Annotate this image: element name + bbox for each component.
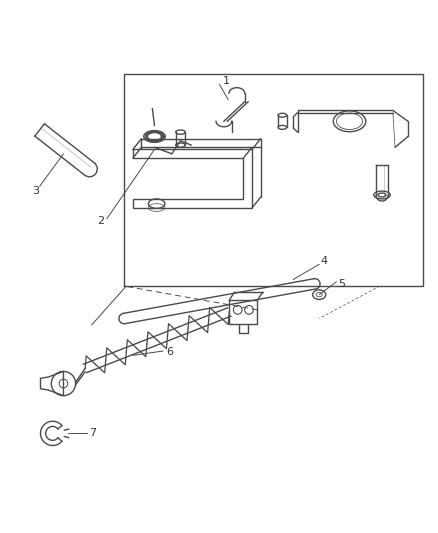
Text: 2: 2 [96, 216, 104, 226]
Text: 1: 1 [222, 76, 229, 86]
Text: 4: 4 [319, 256, 326, 266]
Text: 6: 6 [166, 347, 173, 357]
Text: 5: 5 [337, 279, 344, 289]
Text: 3: 3 [32, 186, 39, 196]
Text: 7: 7 [89, 429, 96, 438]
